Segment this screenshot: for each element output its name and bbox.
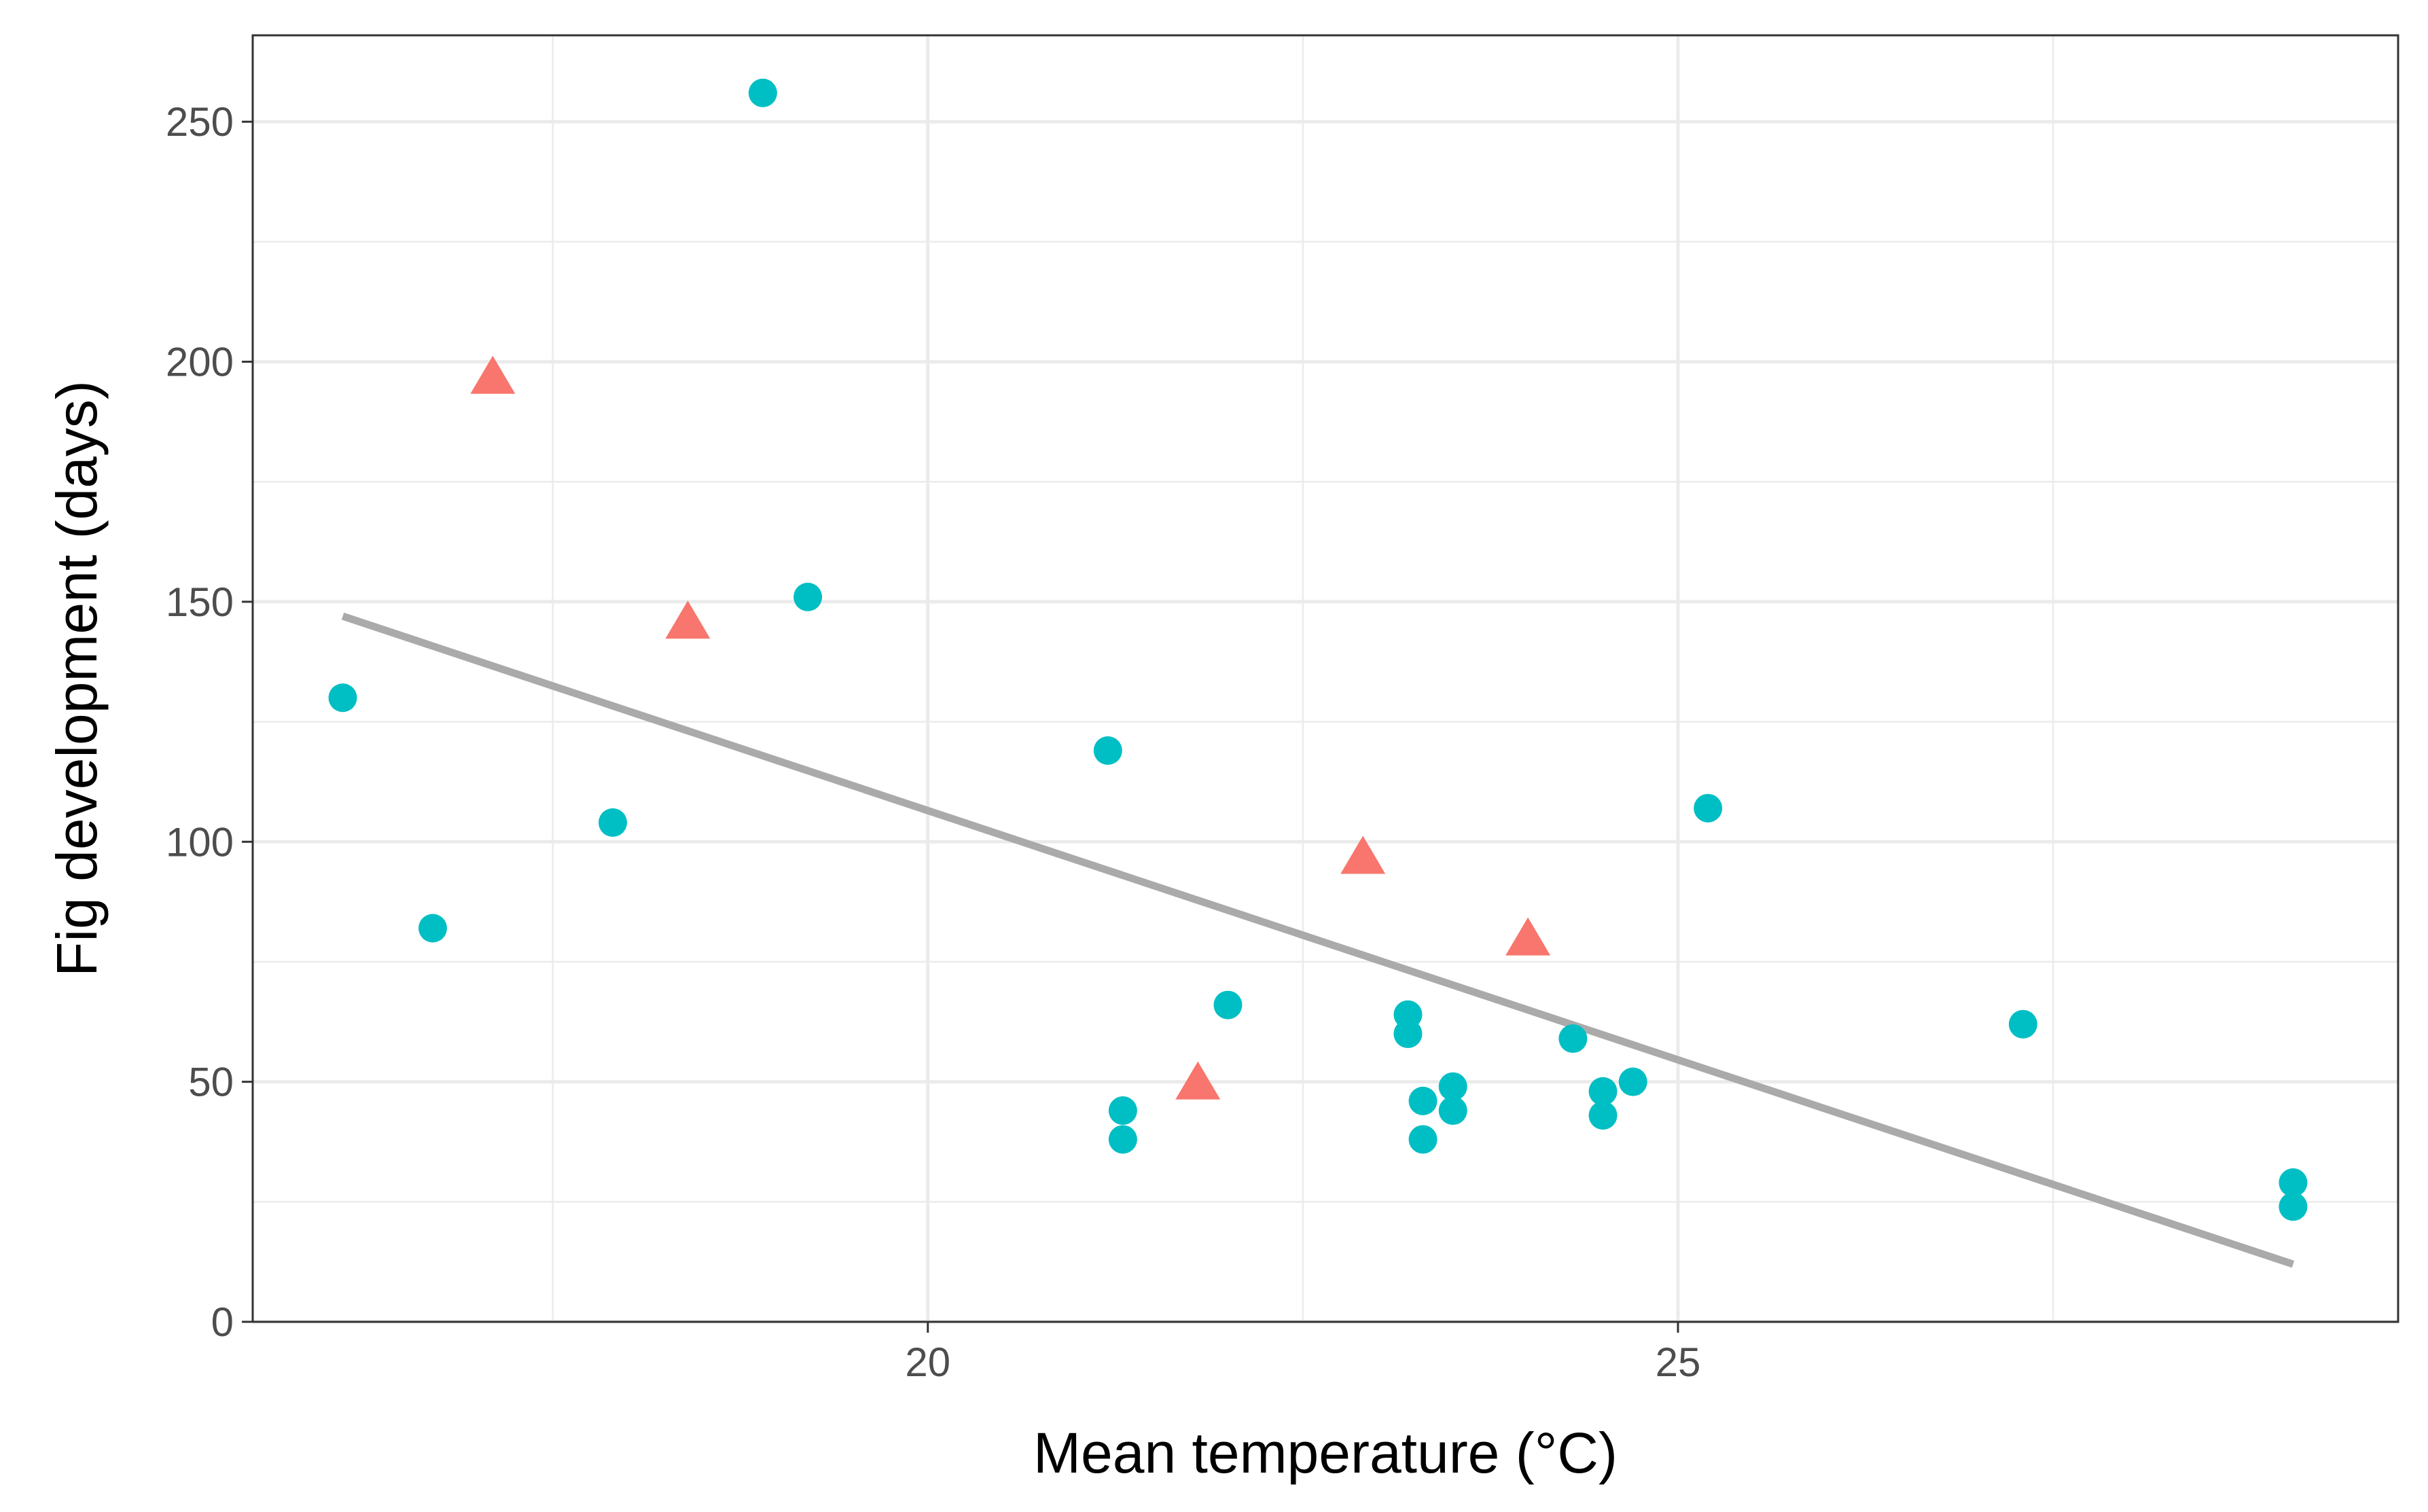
y-tick-label: 50: [188, 1060, 234, 1105]
circle-point: [2279, 1192, 2308, 1221]
y-tick-label: 200: [166, 340, 234, 385]
y-tick-label: 0: [211, 1299, 234, 1345]
circle-point: [1408, 1086, 1438, 1115]
circle-point: [599, 808, 628, 838]
x-tick-label: 20: [905, 1339, 950, 1385]
triangle-point: [665, 600, 711, 639]
circle-point: [1408, 1125, 1438, 1154]
triangle-point: [1340, 835, 1386, 874]
circle-point: [1438, 1072, 1467, 1101]
x-tick-label: 25: [1656, 1339, 1701, 1385]
plot-border: [251, 34, 2399, 1323]
circle-point: [2008, 1009, 2037, 1039]
circle-point: [1588, 1101, 1618, 1130]
y-tick-label: 250: [166, 99, 234, 145]
triangle-point: [470, 355, 516, 394]
x-axis-ticks: 20 25: [905, 1322, 1700, 1385]
y-tick-label: 150: [166, 579, 234, 625]
circle-point: [793, 582, 823, 611]
trend-line-layer: [341, 612, 2295, 1268]
circle-point: [1393, 1019, 1423, 1048]
circle-point: [748, 78, 777, 107]
circle-point: [418, 914, 448, 943]
circle-point: [1588, 1077, 1618, 1106]
circle-point: [1108, 1096, 1137, 1126]
minor-gridlines: [253, 35, 2398, 1322]
x-axis-title: Mean temperature (°C): [1033, 1421, 1618, 1485]
circle-point: [1108, 1125, 1137, 1154]
triangle-point: [1175, 1061, 1221, 1100]
circle-point: [1694, 793, 1723, 823]
triangle-point: [1505, 917, 1551, 956]
y-axis-ticks: 0 50 100 150 200 250: [166, 99, 253, 1345]
trend-line: [341, 612, 2295, 1268]
y-tick-label: 100: [166, 819, 234, 865]
circle-point: [1213, 990, 1243, 1020]
circle-point: [2279, 1168, 2308, 1198]
plot-panel: [253, 35, 2398, 1322]
circle-point: [1558, 1024, 1588, 1054]
circle-point: [1438, 1096, 1467, 1126]
data-points: [328, 78, 2308, 1221]
circle-point: [1093, 736, 1122, 766]
y-axis-title: Fig development (days): [45, 380, 109, 977]
circle-point: [1618, 1067, 1647, 1096]
circle-point: [328, 683, 357, 713]
